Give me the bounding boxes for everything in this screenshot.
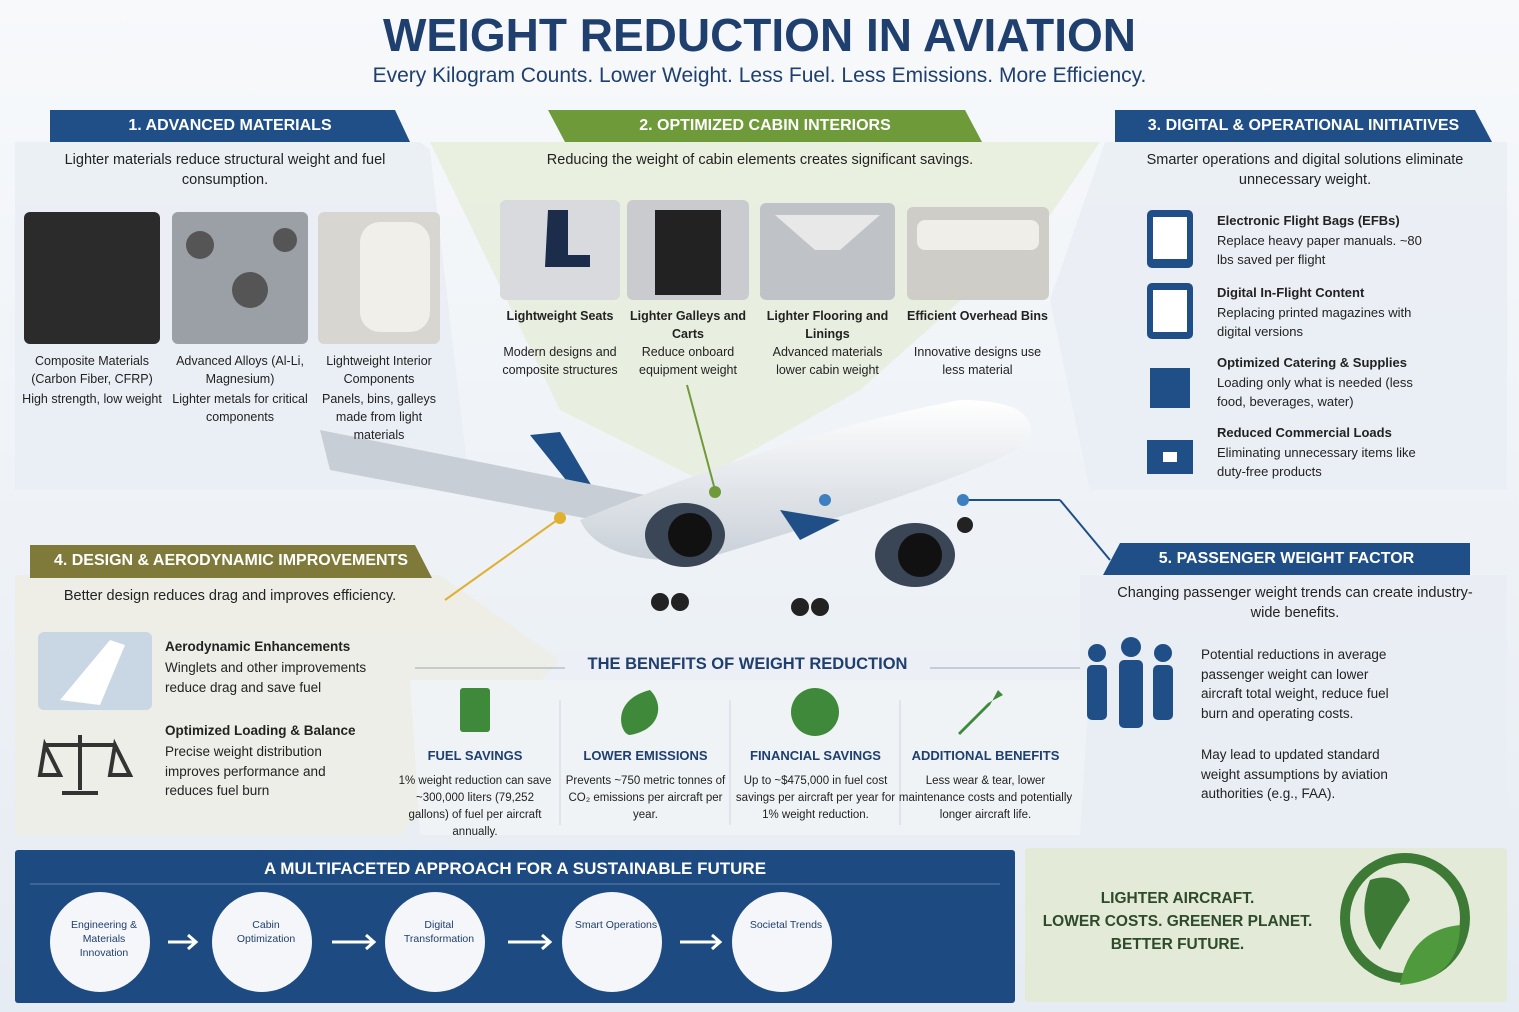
item-title: Aerodynamic Enhancements xyxy=(165,639,351,654)
benefits-title: THE BENEFITS OF WEIGHT REDUCTION xyxy=(587,655,908,673)
approach-step: Cabin Optimization xyxy=(236,919,296,945)
section-intro: Lighter materials reduce structural weig… xyxy=(64,152,386,188)
slogan-line: BETTER FUTURE. xyxy=(1110,936,1245,953)
section-header: 4. DESIGN & AERODYNAMIC IMPROVEMENTS xyxy=(53,552,409,569)
item-title: Lighter Galleys and Carts xyxy=(629,309,746,341)
item-title: Lightweight Seats xyxy=(506,309,614,323)
benefit-text: Up to ~$475,000 in fuel cost savings per… xyxy=(735,775,896,821)
item-title: Advanced Alloys (Al-Li, Magnesium) xyxy=(176,354,304,386)
benefit-title: ADDITIONAL BENEFITS xyxy=(911,748,1060,763)
item-text: Eliminating unnecessary items like duty-… xyxy=(1217,445,1416,479)
slogan-line: LIGHTER AIRCRAFT. xyxy=(1100,890,1255,907)
item-title: Composite Materials (Carbon Fiber, CFRP) xyxy=(31,354,153,386)
approach-step: Societal Trends xyxy=(749,919,823,931)
item-text: Reduce onboard equipment weight xyxy=(639,345,737,377)
benefit-title: LOWER EMISSIONS xyxy=(583,748,708,763)
item-text: Loading only what is needed (less food, … xyxy=(1217,375,1413,409)
benefit-text: Less wear & tear, lower maintenance cost… xyxy=(898,775,1073,821)
item-text: Modern designs and composite structures xyxy=(502,345,618,377)
item-text: High strength, low weight xyxy=(22,392,162,406)
item-title: Lighter Flooring and Linings xyxy=(766,309,889,341)
section-header: 3. DIGITAL & OPERATIONAL INITIATIVES xyxy=(1147,117,1460,134)
approach-step: Engineering & Materials Innovation xyxy=(71,919,137,959)
benefit-text: Prevents ~750 metric tonnes of CO₂ emiss… xyxy=(565,775,726,821)
item-title: Optimized Catering & Supplies xyxy=(1217,355,1407,370)
section-header: 1. ADVANCED MATERIALS xyxy=(128,117,332,134)
section-header: 2. OPTIMIZED CABIN INTERIORS xyxy=(639,117,891,134)
item-text: Lighter metals for critical components xyxy=(172,392,308,424)
item-title: Reduced Commercial Loads xyxy=(1217,425,1392,440)
title: WEIGHT REDUCTION IN AVIATION xyxy=(382,9,1136,61)
benefit-text: 1% weight reduction can save ~300,000 li… xyxy=(398,775,552,838)
benefit-title: FINANCIAL SAVINGS xyxy=(750,748,881,763)
section-intro: Better design reduces drag and improves … xyxy=(63,588,397,604)
item-text: Replacing printed magazines with digital… xyxy=(1217,305,1412,339)
item-title: Digital In-Flight Content xyxy=(1217,285,1365,300)
approach-step: Smart Operations xyxy=(574,919,658,931)
item-text: Advanced materials lower cabin weight xyxy=(772,345,883,377)
item-title: Optimized Loading & Balance xyxy=(165,723,356,738)
section-intro: Smarter operations and digital solutions… xyxy=(1146,152,1464,188)
item-text: Panels, bins, galleys made from light ma… xyxy=(322,392,436,442)
item-text: Winglets and other improvements reduce d… xyxy=(165,660,367,695)
item-title: Efficient Overhead Bins xyxy=(906,309,1048,323)
section-intro: Changing passenger weight trends can cre… xyxy=(1117,585,1473,621)
item-title: Lightweight Interior Components xyxy=(326,354,432,386)
benefit-title: FUEL SAVINGS xyxy=(427,748,523,763)
paragraph: May lead to updated standard weight assu… xyxy=(1201,747,1388,801)
paragraph: Potential reductions in average passenge… xyxy=(1201,647,1389,721)
approach-title: A MULTIFACETED APPROACH FOR A SUSTAINABL… xyxy=(263,859,767,878)
slogan-line: LOWER COSTS. GREENER PLANET. xyxy=(1042,913,1313,930)
approach-step: Digital Transformation xyxy=(403,919,475,945)
item-text: Innovative designs use less material xyxy=(913,345,1042,377)
subtitle: Every Kilogram Counts. Lower Weight. Les… xyxy=(372,64,1147,87)
item-title: Electronic Flight Bags (EFBs) xyxy=(1217,213,1400,228)
section-intro: Reducing the weight of cabin elements cr… xyxy=(546,152,974,168)
item-text: Precise weight distribution improves per… xyxy=(165,744,326,798)
section-header: 5. PASSENGER WEIGHT FACTOR xyxy=(1158,550,1415,567)
item-text: Replace heavy paper manuals. ~80 lbs sav… xyxy=(1217,233,1422,267)
